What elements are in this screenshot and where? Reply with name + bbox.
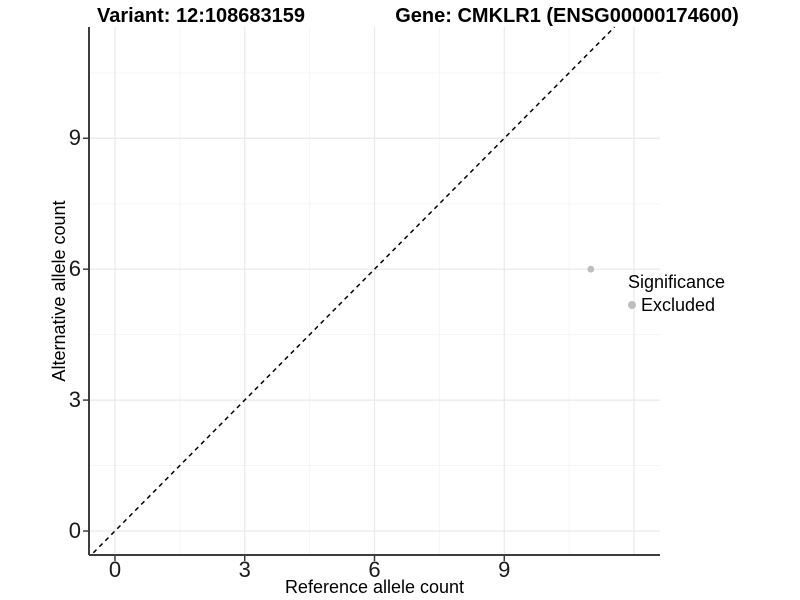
legend-entry-excluded: Excluded bbox=[628, 294, 725, 316]
identity-line bbox=[92, 26, 616, 554]
x-tick-label: 0 bbox=[108, 557, 122, 582]
y-tick-label: 6 bbox=[68, 256, 81, 282]
gene-title: Gene: CMKLR1 (ENSG00000174600) bbox=[395, 5, 739, 27]
y-tick-label: 3 bbox=[68, 387, 81, 413]
x-tick-label: 9 bbox=[498, 557, 511, 582]
legend-title: Significance bbox=[628, 272, 726, 292]
x-tick-label: 3 bbox=[238, 557, 251, 582]
variant-title: Variant: 12:108683159 bbox=[97, 5, 305, 27]
data-point bbox=[587, 265, 595, 273]
x-axis-title: Reference allele count bbox=[284, 577, 465, 597]
legend-entry-label: Excluded bbox=[641, 295, 716, 315]
legend: Significance Excluded bbox=[628, 271, 725, 316]
y-tick-label: 0 bbox=[68, 518, 81, 543]
legend-dot-icon bbox=[628, 301, 636, 309]
y-tick-label: 9 bbox=[68, 125, 81, 151]
x-tick-label: 6 bbox=[368, 557, 381, 582]
